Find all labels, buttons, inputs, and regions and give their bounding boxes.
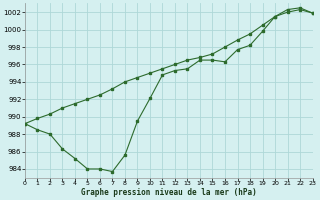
X-axis label: Graphe pression niveau de la mer (hPa): Graphe pression niveau de la mer (hPa) (81, 188, 257, 197)
